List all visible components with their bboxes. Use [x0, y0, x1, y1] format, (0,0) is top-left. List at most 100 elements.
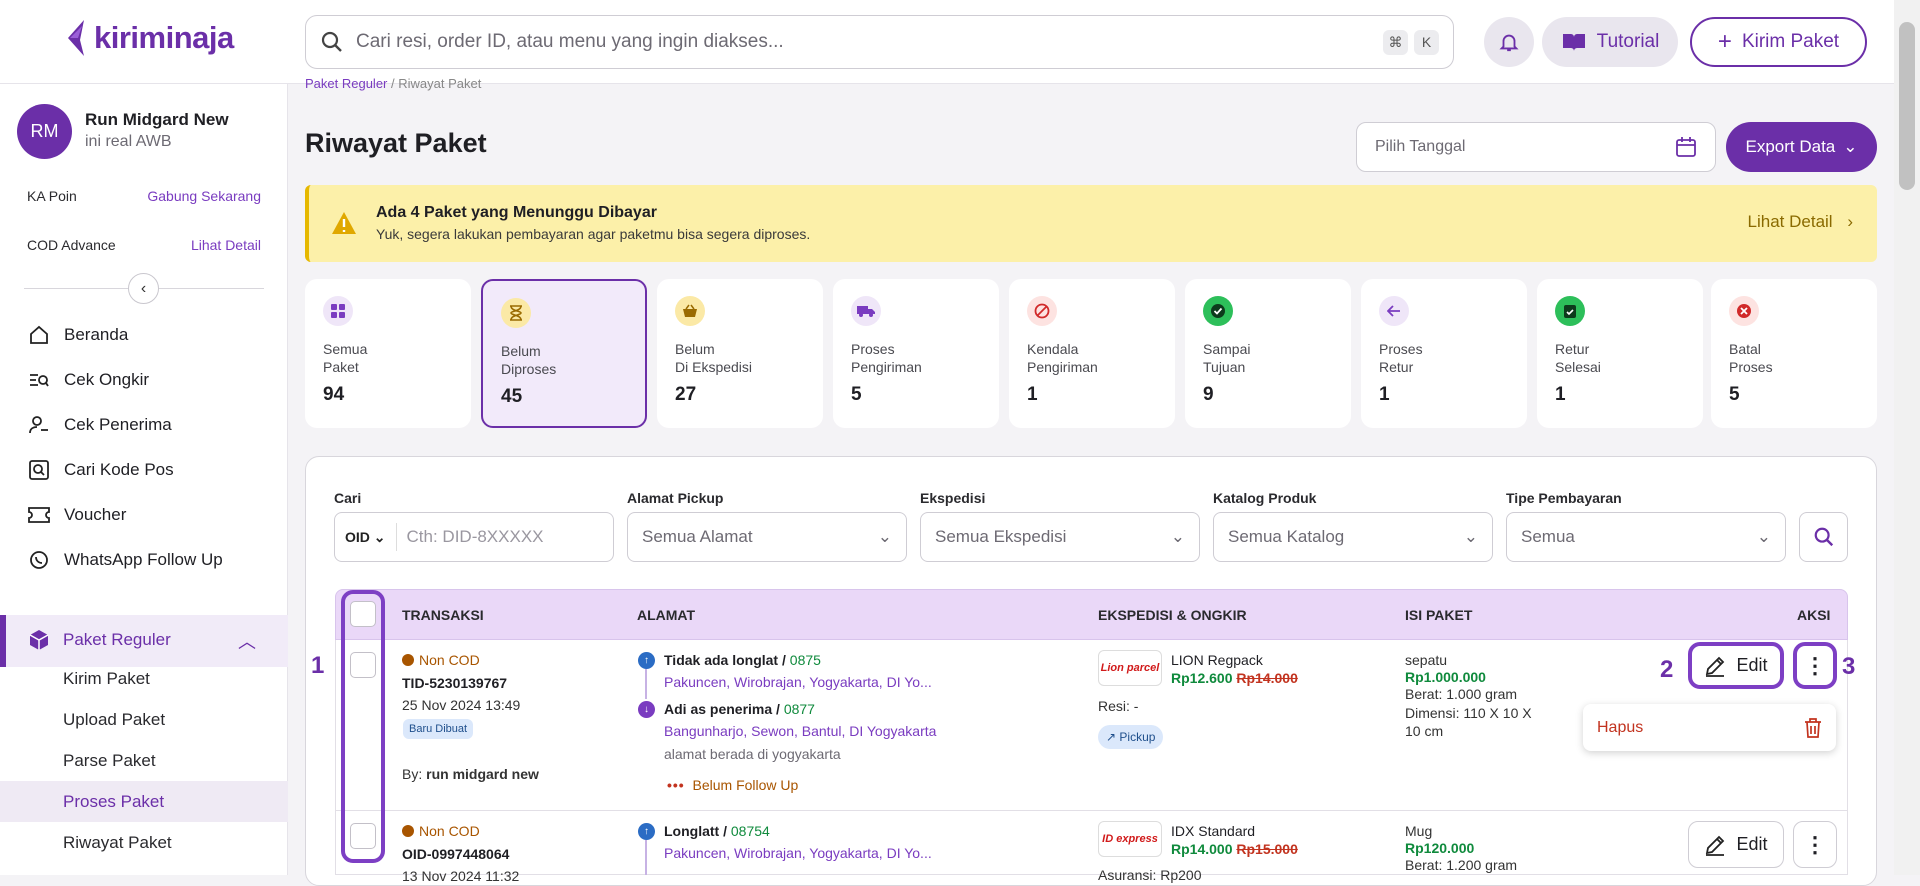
table-header — [335, 589, 1848, 640]
select-value: Semua Katalog — [1228, 527, 1345, 546]
status-card-proses-retur[interactable]: Proses Retur 1 — [1361, 279, 1527, 428]
edit-button[interactable]: Edit — [1688, 642, 1784, 689]
global-search[interactable]: Cari resi, order ID, atau menu yang ingi… — [305, 15, 1454, 69]
export-data-button[interactable]: Export Data ⌄ — [1726, 122, 1877, 172]
cod-advance-link[interactable]: Lihat Detail — [190, 237, 261, 253]
user-subtitle: ini real AWB — [85, 133, 172, 150]
sidebar-item-label: Cari Kode Pos — [64, 460, 174, 479]
sidebar-item-cek-ongkir[interactable]: Cek Ongkir — [28, 369, 149, 391]
chevron-down-icon: ⌄ — [1843, 137, 1858, 156]
transaction-id[interactable]: OID-0997448064 — [402, 846, 510, 862]
status-card-belum-diproses[interactable]: Belum Diproses 45 — [481, 279, 647, 428]
col-aksi: AKSI — [1797, 607, 1831, 623]
status-card-proses-pengiriman[interactable]: Proses Pengiriman 5 — [833, 279, 999, 428]
edit-icon — [1706, 656, 1725, 677]
tipe-pembayaran-select[interactable]: Semua ⌄ — [1506, 512, 1786, 562]
ekspedisi-select[interactable]: Semua Ekspedisi ⌄ — [920, 512, 1200, 562]
item-weight: Berat: 1.200 gram — [1405, 857, 1518, 873]
card-label: Proses Pengiriman — [851, 341, 922, 375]
follow-up-status[interactable]: ••• Belum Follow Up — [667, 777, 799, 793]
sidebar-item-beranda[interactable]: Beranda — [28, 324, 128, 346]
sidebar-collapse-button[interactable]: ‹ — [128, 273, 159, 304]
courier-logo: ID express — [1098, 821, 1162, 857]
item-dimension-cont: 10 cm — [1405, 723, 1444, 739]
alert-title: Ada 4 Paket yang Menunggu Dibayar — [376, 204, 657, 221]
sidebar-sub-kirim-paket[interactable]: Kirim Paket — [63, 669, 150, 688]
kirim-paket-button[interactable]: + Kirim Paket — [1690, 17, 1867, 67]
alert-link-label: Lihat Detail — [1747, 212, 1833, 231]
ka-poin-link[interactable]: Gabung Sekarang — [147, 188, 261, 204]
sidebar-item-label: Voucher — [64, 505, 127, 524]
tutorial-label: Tutorial — [1596, 31, 1660, 52]
export-label: Export Data — [1745, 137, 1836, 156]
edit-label: Edit — [1736, 834, 1768, 854]
status-card-semua[interactable]: Semua Paket 94 — [305, 279, 471, 428]
item-price: Rp120.000 — [1405, 840, 1475, 856]
edit-button[interactable]: Edit — [1688, 821, 1784, 868]
filter-cari-label: Cari — [334, 490, 362, 506]
tutorial-button[interactable]: Tutorial — [1542, 17, 1678, 67]
filter-tipe-label: Tipe Pembayaran — [1506, 490, 1622, 506]
chevron-left-icon: ‹ — [140, 279, 147, 297]
hapus-menu-item[interactable]: Hapus — [1583, 704, 1836, 751]
status-card-kendala-pengiriman[interactable]: Kendala Pengiriman 1 — [1009, 279, 1175, 428]
select-value: Semua Alamat — [642, 527, 753, 546]
origin-pin-icon: ↑ — [638, 652, 655, 669]
date-placeholder: Pilih Tanggal — [1375, 138, 1466, 155]
filter-search-button[interactable] — [1799, 512, 1848, 562]
more-actions-button[interactable]: ⋮ — [1793, 821, 1837, 868]
notification-button[interactable] — [1484, 17, 1534, 67]
card-value: 1 — [1379, 384, 1390, 405]
breadcrumb-separator: / — [391, 76, 395, 91]
status-card-batal-proses[interactable]: Batal Proses 5 — [1711, 279, 1877, 428]
page-title: Riwayat Paket — [305, 128, 487, 158]
sidebar-item-cek-penerima[interactable]: Cek Penerima — [28, 414, 172, 436]
sidebar-item-paket-reguler[interactable]: Paket Reguler ︿ — [0, 615, 288, 667]
book-icon — [1562, 34, 1585, 51]
status-card-belum-di-ekspedisi[interactable]: Belum Di Ekspedisi 27 — [657, 279, 823, 428]
sidebar-sub-upload-paket[interactable]: Upload Paket — [63, 710, 166, 729]
sidebar-sub-riwayat-paket[interactable]: Riwayat Paket — [63, 833, 172, 852]
sidebar-item-voucher[interactable]: Voucher — [28, 504, 126, 526]
status-card-sampai-tujuan[interactable]: Sampai Tujuan 9 — [1185, 279, 1351, 428]
select-value: Semua — [1521, 527, 1575, 546]
courier-logo: Lion parcel — [1098, 650, 1162, 686]
oid-select[interactable]: OID ⌄ — [345, 528, 386, 545]
plus-icon: + — [1717, 28, 1732, 55]
page-scrollbar[interactable] — [1894, 0, 1920, 875]
sidebar-item-whatsapp-follow-up[interactable]: WhatsApp Follow Up — [28, 549, 223, 571]
chevron-down-icon: ⌄ — [373, 528, 386, 545]
sidebar-item-label: Beranda — [64, 325, 129, 344]
hourglass-icon — [501, 298, 531, 328]
breadcrumb-link[interactable]: Paket Reguler — [305, 76, 388, 91]
select-value: Semua Ekspedisi — [935, 527, 1067, 546]
status-badge: Baru Dibuat — [403, 719, 474, 739]
avatar[interactable]: RM — [17, 104, 72, 159]
alamat-pickup-select[interactable]: Semua Alamat ⌄ — [627, 512, 907, 562]
card-label: Retur Selesai — [1555, 341, 1601, 375]
alert-lihat-detail-link[interactable]: Lihat Detail › — [1748, 212, 1853, 232]
search-list-icon — [28, 369, 50, 391]
grid-icon — [323, 296, 353, 326]
transaction-id[interactable]: TID-5230139767 — [402, 675, 508, 691]
filter-alamat-label: Alamat Pickup — [627, 490, 724, 506]
more-actions-button[interactable]: ⋮ — [1793, 642, 1837, 689]
logo[interactable]: kiriminaja — [62, 18, 234, 58]
select-all-checkbox[interactable] — [350, 601, 376, 627]
item-name: Mug — [1405, 823, 1433, 839]
status-card-retur-selesai[interactable]: Retur Selesai 1 — [1537, 279, 1703, 428]
scrollbar-thumb[interactable] — [1899, 22, 1915, 190]
sidebar-item-cari-kode-pos[interactable]: Cari Kode Pos — [28, 459, 174, 481]
col-alamat: ALAMAT — [637, 607, 696, 623]
sidebar-sub-proses-paket[interactable]: Proses Paket — [63, 792, 165, 811]
sidebar-sub-parse-paket[interactable]: Parse Paket — [63, 751, 156, 770]
search-icon — [1814, 527, 1833, 547]
row-checkbox[interactable] — [350, 652, 376, 678]
katalog-produk-select[interactable]: Semua Katalog ⌄ — [1213, 512, 1493, 562]
card-label: Belum Di Ekspedisi — [675, 341, 753, 375]
row-checkbox[interactable] — [350, 823, 376, 849]
date-picker[interactable]: Pilih Tanggal — [1356, 122, 1716, 172]
check-circle-icon — [1203, 296, 1233, 326]
origin-address: Pakuncen, Wirobrajan, Yogyakarta, DI Yo.… — [664, 674, 932, 690]
search-order-field[interactable]: OID ⌄ Cth: DID-8XXXXX — [334, 512, 614, 562]
